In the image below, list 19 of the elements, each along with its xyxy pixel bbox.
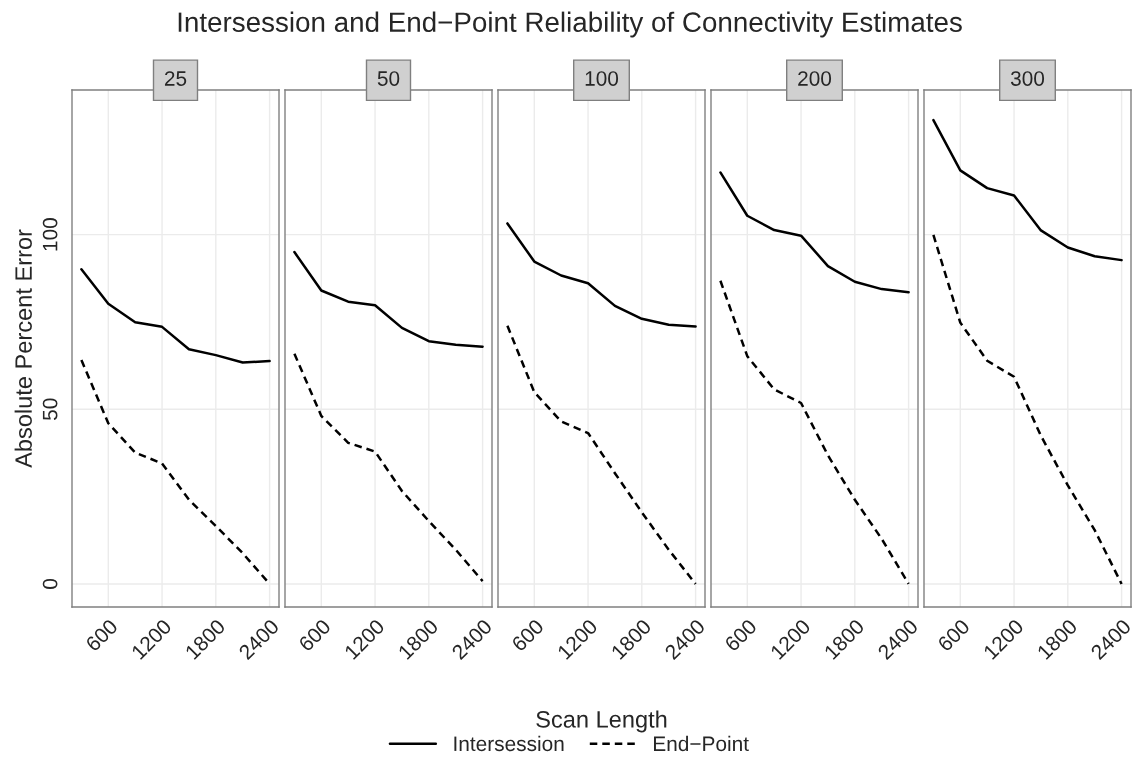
x-tick-label: 600 xyxy=(723,618,758,653)
x-tick-label: 600 xyxy=(510,618,545,653)
chart-title: 50 xyxy=(377,71,400,86)
y-tick-label: 0 xyxy=(42,578,58,589)
chart-title: 300 xyxy=(1010,71,1045,86)
y-tick-label: 50 xyxy=(42,398,58,421)
chart-title: 100 xyxy=(585,71,619,86)
x-tick-label: 600 xyxy=(936,618,971,653)
y-tick-label: 100 xyxy=(42,218,58,251)
x-tick-label: 600 xyxy=(297,618,332,653)
legend-label: End−Point xyxy=(654,735,749,752)
legend-label: Intersession xyxy=(454,735,564,752)
y-axis-title: Absolute Percent Error xyxy=(14,229,32,468)
text: Intersession and End−Point Reliability of Connectivity Estimates xyxy=(178,11,962,38)
x-tick-label: 600 xyxy=(84,618,119,653)
chart-title: 200 xyxy=(798,71,832,86)
chart-title: 25 xyxy=(164,71,187,86)
x-axis-title: Scan Length xyxy=(536,710,667,733)
line-series xyxy=(80,267,271,364)
